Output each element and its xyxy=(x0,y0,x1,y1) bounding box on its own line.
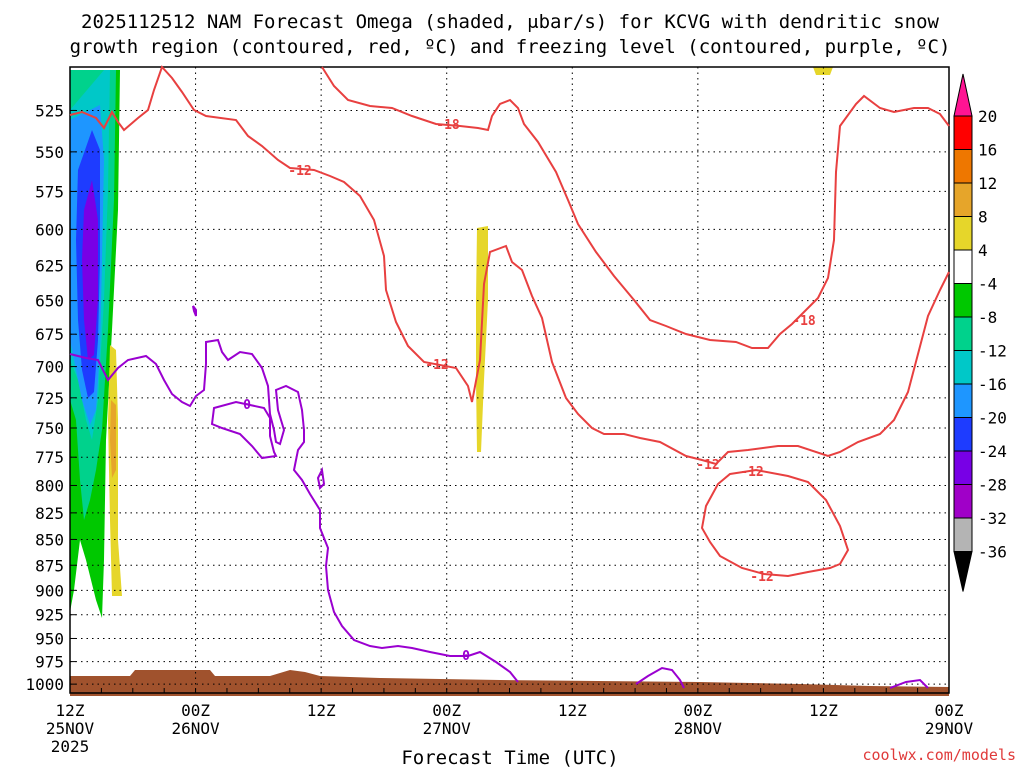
colorbar-swatch xyxy=(953,316,973,351)
colorbar: 20 16 12 8 4 -4 -8 -12 -16 -20 -24 -28 -32 -36 xyxy=(953,73,1007,592)
colorbar-label: 12 xyxy=(978,174,997,193)
y-tick-label: 850 xyxy=(35,530,64,549)
colorbar-label: 16 xyxy=(978,141,997,160)
omega-yellow-blob-top xyxy=(813,67,833,75)
y-tick-label: 875 xyxy=(35,556,64,575)
colorbar-label: 4 xyxy=(978,241,988,260)
x-tick-label: 26NOV xyxy=(171,719,220,738)
colorbar-swatch xyxy=(953,149,973,184)
colorbar-swatch xyxy=(953,216,973,251)
colorbar-label: -16 xyxy=(978,375,1007,394)
label-zero-b: 0 xyxy=(462,649,470,664)
x-tick-label: 12Z xyxy=(56,701,85,720)
x-tick-label: 12Z xyxy=(809,701,838,720)
x-tick-label: 00Z xyxy=(432,701,461,720)
x-tick-label: 29NOV xyxy=(925,719,974,738)
colorbar-label: 20 xyxy=(978,107,997,126)
chart-title-line2: growth region (contoured, red, ºC) and f… xyxy=(70,36,951,58)
y-axis: 525 550 575 600 625 650 675 700 725 750 775 800 825 8… xyxy=(25,101,76,694)
freezing-small-a xyxy=(192,305,197,317)
y-tick-label: 950 xyxy=(35,629,64,648)
freezing-contours xyxy=(69,305,929,689)
colorbar-swatch xyxy=(953,484,973,519)
y-tick-label: 600 xyxy=(35,220,64,239)
grid xyxy=(69,67,950,693)
contour-minus12-upper xyxy=(69,65,950,466)
y-tick-label: 825 xyxy=(35,504,64,523)
x-tick-label: 12Z xyxy=(558,701,587,720)
y-tick-label: 625 xyxy=(35,257,64,276)
y-tick-label: 750 xyxy=(35,419,64,438)
label-zero-a: 0 xyxy=(243,398,251,413)
colorbar-swatch xyxy=(953,417,973,452)
y-tick-label: 800 xyxy=(35,476,64,495)
x-tick-label: 00Z xyxy=(683,701,712,720)
colorbar-label: -24 xyxy=(978,442,1007,461)
x-axis-title: Forecast Time (UTC) xyxy=(401,747,618,768)
y-tick-label: 775 xyxy=(35,448,64,467)
y-tick-label: 725 xyxy=(35,389,64,408)
colorbar-swatch xyxy=(953,350,973,385)
label-minus12-e: -12 xyxy=(750,570,773,585)
y-tick-label: 1000 xyxy=(25,675,64,694)
y-tick-label: 525 xyxy=(35,101,64,120)
colorbar-label: -32 xyxy=(978,509,1007,528)
colorbar-swatch xyxy=(953,249,973,284)
y-tick-label: 925 xyxy=(35,606,64,625)
freezing-inner-loop xyxy=(210,400,278,460)
plot-area xyxy=(70,67,949,693)
x-tick-label: 2025 xyxy=(51,737,90,756)
colorbar-swatch xyxy=(953,182,973,217)
colorbar-swatch xyxy=(953,383,973,418)
x-tick-label: 12Z xyxy=(307,701,336,720)
colorbar-swatch xyxy=(953,115,973,150)
freezing-small-right xyxy=(635,666,685,689)
x-tick-label: 27NOV xyxy=(423,719,472,738)
colorbar-label: -4 xyxy=(978,275,997,294)
colorbar-label: 8 xyxy=(978,208,988,227)
omega-orange-streak-left xyxy=(110,400,116,478)
y-tick-label: 900 xyxy=(35,581,64,600)
label-minus12-a: -12 xyxy=(288,164,311,179)
label-minus12-b: -12 xyxy=(425,358,448,373)
y-tick-label: 650 xyxy=(35,292,64,311)
omega-purple-core xyxy=(82,180,98,360)
credit-text: coolwx.com/models xyxy=(862,746,1016,764)
chart-title-line1: 2025112512 NAM Forecast Omega (shaded, μ… xyxy=(81,11,939,33)
y-tick-label: 550 xyxy=(35,143,64,162)
colorbar-swatch xyxy=(953,450,973,485)
label-minus18-a: -18 xyxy=(436,118,460,133)
y-tick-label: 975 xyxy=(35,653,64,672)
x-tick-label: 00Z xyxy=(181,701,210,720)
x-tick-label: 00Z xyxy=(935,701,964,720)
freezing-small-far-right xyxy=(889,678,929,689)
colorbar-bottom-arrow xyxy=(953,551,973,592)
colorbar-swatch xyxy=(953,517,973,552)
freezing-labels: 0 0 xyxy=(243,398,470,664)
colorbar-label: -20 xyxy=(978,409,1007,428)
colorbar-top-arrow xyxy=(953,73,973,117)
omega-shading xyxy=(70,67,833,618)
y-tick-label: 575 xyxy=(35,182,64,201)
x-tick-label: 25NOV xyxy=(46,719,95,738)
contour-minus18 xyxy=(321,66,950,349)
dendritic-contours xyxy=(69,65,950,578)
freezing-small-b xyxy=(316,466,326,491)
label-minus12-c: -12 xyxy=(696,458,719,473)
label-minus12-d: -12 xyxy=(740,465,763,480)
dendritic-labels: -12 -12 -12 -12 -12 -18 -18 xyxy=(288,118,816,585)
colorbar-label: -28 xyxy=(978,476,1007,495)
colorbar-label: -8 xyxy=(978,308,997,327)
colorbar-label: -36 xyxy=(978,543,1007,562)
contour-minus12-loop xyxy=(700,468,850,578)
colorbar-label: -12 xyxy=(978,342,1007,361)
freezing-main xyxy=(69,338,519,683)
x-tick-label: 28NOV xyxy=(674,719,723,738)
y-tick-label: 700 xyxy=(35,358,64,377)
label-minus18-b: -18 xyxy=(792,314,816,329)
colorbar-swatch xyxy=(953,283,973,318)
y-tick-label: 675 xyxy=(35,325,64,344)
